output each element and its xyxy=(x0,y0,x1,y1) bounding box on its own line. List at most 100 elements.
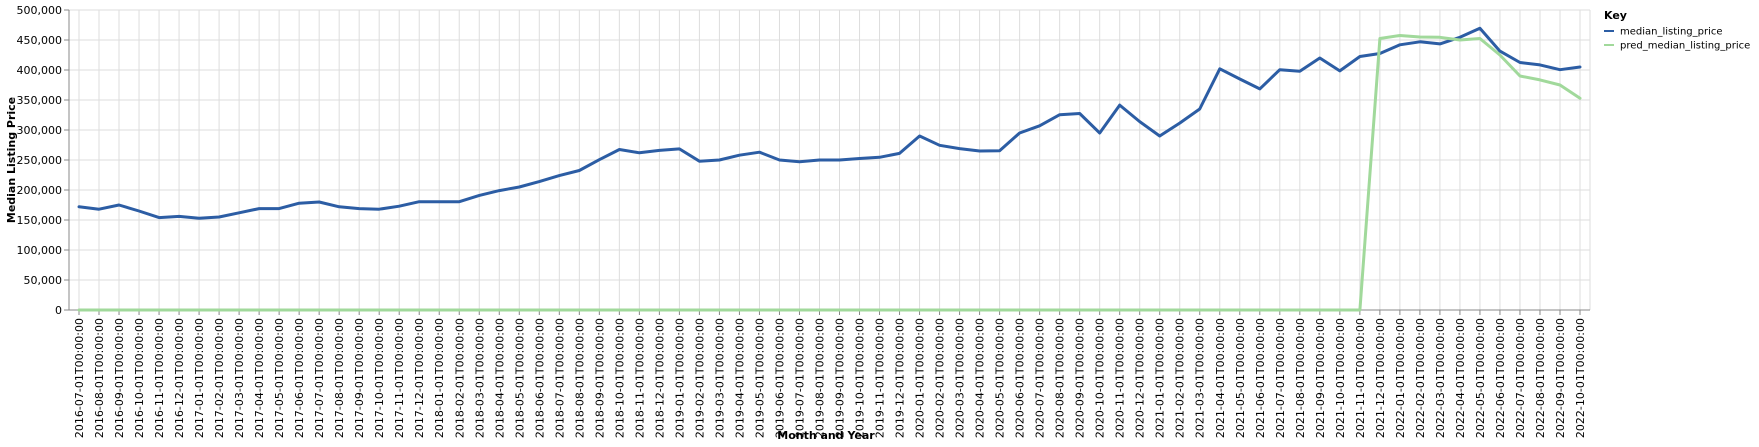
x-tick-label: 2019-03-01T00:00:00 xyxy=(713,318,726,438)
x-tick-label: 2020-06-01T00:00:00 xyxy=(1014,318,1027,438)
x-tick-label: 2019-11-01T00:00:00 xyxy=(874,318,887,438)
x-tick-label: 2020-12-01T00:00:00 xyxy=(1134,318,1147,438)
x-tick-label: 2022-07-01T00:00:00 xyxy=(1514,318,1527,438)
x-tick-label: 2021-03-01T00:00:00 xyxy=(1194,318,1207,438)
x-tick-label: 2016-12-01T00:00:00 xyxy=(173,318,186,438)
x-tick-label: 2021-04-01T00:00:00 xyxy=(1214,318,1227,438)
x-tick-label: 2017-07-01T00:00:00 xyxy=(313,318,326,438)
x-tick-label: 2019-12-01T00:00:00 xyxy=(894,318,907,438)
x-tick-label: 2020-08-01T00:00:00 xyxy=(1054,318,1067,438)
x-tick-label: 2017-01-01T00:00:00 xyxy=(193,318,206,438)
x-tick-label: 2020-04-01T00:00:00 xyxy=(974,318,987,438)
x-tick-label: 2021-09-01T00:00:00 xyxy=(1314,318,1327,438)
y-tick-label: 50,000 xyxy=(24,274,63,287)
x-tick-label: 2019-02-01T00:00:00 xyxy=(693,318,706,438)
y-tick-label: 450,000 xyxy=(17,34,63,47)
x-tick-label: 2018-01-01T00:00:00 xyxy=(433,318,446,438)
legend-label-pred-median-listing-price: pred_median_listing_price xyxy=(1620,41,1750,52)
x-tick-label: 2021-10-01T00:00:00 xyxy=(1334,318,1347,438)
x-tick-label: 2021-01-01T00:00:00 xyxy=(1154,318,1167,438)
y-axis-title: Median Listing Price xyxy=(5,97,18,223)
x-tick-label: 2016-07-01T00:00:00 xyxy=(73,318,86,438)
x-tick-label: 2021-05-01T00:00:00 xyxy=(1234,318,1247,438)
x-tick-label: 2021-02-01T00:00:00 xyxy=(1174,318,1187,438)
x-tick-label: 2017-09-01T00:00:00 xyxy=(353,318,366,438)
x-tick-label: 2022-06-01T00:00:00 xyxy=(1494,318,1507,438)
x-tick-label: 2022-08-01T00:00:00 xyxy=(1534,318,1547,438)
x-tick-label: 2017-08-01T00:00:00 xyxy=(333,318,346,438)
series-line-median-listing-price xyxy=(77,26,1582,220)
x-tick-label: 2017-02-01T00:00:00 xyxy=(213,318,226,438)
legend-title: Key xyxy=(1604,9,1627,22)
x-tick-label: 2019-10-01T00:00:00 xyxy=(854,318,867,438)
x-tick-label: 2019-06-01T00:00:00 xyxy=(773,318,786,438)
x-tick-label: 2018-06-01T00:00:00 xyxy=(533,318,546,438)
x-tick-label: 2021-07-01T00:00:00 xyxy=(1274,318,1287,438)
x-tick-label: 2019-05-01T00:00:00 xyxy=(753,318,766,438)
x-tick-label: 2016-08-01T00:00:00 xyxy=(93,318,106,438)
x-tick-label: 2018-04-01T00:00:00 xyxy=(493,318,506,438)
x-tick-label: 2022-01-01T00:00:00 xyxy=(1394,318,1407,438)
x-tick-label: 2017-04-01T00:00:00 xyxy=(253,318,266,438)
x-tick-label: 2020-10-01T00:00:00 xyxy=(1094,318,1107,438)
x-tick-label: 2022-09-01T00:00:00 xyxy=(1554,318,1567,438)
x-tick-label: 2018-03-01T00:00:00 xyxy=(473,318,486,438)
x-tick-label: 2022-02-01T00:00:00 xyxy=(1414,318,1427,438)
x-tick-label: 2020-03-01T00:00:00 xyxy=(954,318,967,438)
x-tick-label: 2019-04-01T00:00:00 xyxy=(733,318,746,438)
x-tick-label: 2016-09-01T00:00:00 xyxy=(113,318,126,438)
series-lines xyxy=(77,26,1582,312)
x-tick-label: 2017-10-01T00:00:00 xyxy=(373,318,386,438)
x-tick-label: 2018-07-01T00:00:00 xyxy=(553,318,566,438)
series-line-pred-median-listing-price xyxy=(77,34,1582,312)
x-tick-label: 2021-08-01T00:00:00 xyxy=(1294,318,1307,438)
x-tick-label: 2020-01-01T00:00:00 xyxy=(914,318,927,438)
x-tick-label: 2017-06-01T00:00:00 xyxy=(293,318,306,438)
x-tick-label: 2020-11-01T00:00:00 xyxy=(1114,318,1127,438)
axes: 0 50,000 100,000 150,000 200,000 250,000 300,0… xyxy=(17,4,1590,438)
x-tick-label: 2021-06-01T00:00:00 xyxy=(1254,318,1267,438)
x-tick-label: 2016-10-01T00:00:00 xyxy=(133,318,146,438)
x-tick-label: 2018-10-01T00:00:00 xyxy=(613,318,626,438)
x-axis-title: Month and Year xyxy=(777,429,875,442)
y-tick-label: 250,000 xyxy=(17,154,63,167)
x-tick-label: 2016-11-01T00:00:00 xyxy=(153,318,166,438)
x-tick-label: 2021-11-01T00:00:00 xyxy=(1354,318,1367,438)
y-tick-label: 200,000 xyxy=(17,184,63,197)
legend-label-median-listing-price: median_listing_price xyxy=(1620,27,1723,38)
x-tick-label: 2017-03-01T00:00:00 xyxy=(233,318,246,438)
x-tick-label: 2018-12-01T00:00:00 xyxy=(653,318,666,438)
y-tick-label: 350,000 xyxy=(17,94,63,107)
y-tick-label: 0 xyxy=(55,304,62,317)
x-tick-label: 2021-12-01T00:00:00 xyxy=(1374,318,1387,438)
x-tick-label: 2020-02-01T00:00:00 xyxy=(934,318,947,438)
x-tick-label: 2019-08-01T00:00:00 xyxy=(813,318,826,438)
y-tick-label: 400,000 xyxy=(17,64,63,77)
x-tick-label: 2022-10-01T00:00:00 xyxy=(1574,318,1587,438)
x-tick-label: 2022-05-01T00:00:00 xyxy=(1474,318,1487,438)
y-tick-label: 100,000 xyxy=(17,244,63,257)
x-tick-label: 2019-01-01T00:00:00 xyxy=(673,318,686,438)
x-tick-label: 2020-09-01T00:00:00 xyxy=(1074,318,1087,438)
x-tick-label: 2017-05-01T00:00:00 xyxy=(273,318,286,438)
x-tick-label: 2017-11-01T00:00:00 xyxy=(393,318,406,438)
y-tick-label: 150,000 xyxy=(17,214,63,227)
x-tick-label: 2018-05-01T00:00:00 xyxy=(513,318,526,438)
x-tick-label: 2018-11-01T00:00:00 xyxy=(633,318,646,438)
x-tick-label: 2017-12-01T00:00:00 xyxy=(413,318,426,438)
x-tick-label: 2018-02-01T00:00:00 xyxy=(453,318,466,438)
y-tick-label: 300,000 xyxy=(17,124,63,137)
x-tick-label: 2020-07-01T00:00:00 xyxy=(1034,318,1047,438)
x-tick-label: 2019-07-01T00:00:00 xyxy=(793,318,806,438)
x-tick-label: 2022-03-01T00:00:00 xyxy=(1434,318,1447,438)
legend: Key median_listing_price pred_median_list… xyxy=(1604,9,1750,52)
gridlines xyxy=(69,9,1591,311)
y-tick-label: 500,000 xyxy=(17,4,63,17)
x-tick-label: 2020-05-01T00:00:00 xyxy=(994,318,1007,438)
x-tick-label: 2019-09-01T00:00:00 xyxy=(834,318,847,438)
x-tick-label: 2018-08-01T00:00:00 xyxy=(573,318,586,438)
x-tick-label: 2018-09-01T00:00:00 xyxy=(593,318,606,438)
x-tick-label: 2022-04-01T00:00:00 xyxy=(1454,318,1467,438)
legend-items: median_listing_price pred_median_listing_… xyxy=(1604,27,1750,52)
